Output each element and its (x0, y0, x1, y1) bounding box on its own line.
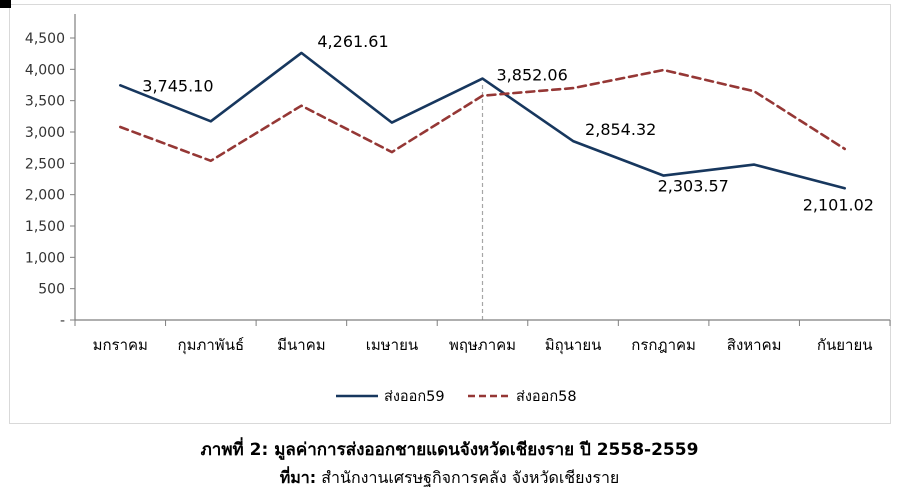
month-label: มีนาคม (277, 336, 326, 354)
legend-label: ส่งออก59 (384, 389, 445, 405)
month-label: กุมภาพันธ์ (178, 336, 245, 355)
chart-source: ที่มา: สำนักงานเศรษฐกิจการคลัง จังหวัดเช… (0, 466, 899, 491)
data-label: 2,303.57 (658, 177, 729, 196)
month-label: มกราคม (93, 336, 148, 354)
y-tick-label: 3,000 (25, 125, 65, 141)
data-label: 3,745.10 (142, 76, 213, 95)
data-label: 3,852.06 (497, 66, 568, 85)
month-label: มิถุนายน (545, 336, 602, 355)
export-line-chart: - 500 1,000 1,500 2,000 2,500 3,000 3,500 4,000 4… (9, 4, 891, 424)
corner-artifact (0, 0, 11, 8)
y-tick-label: 2,000 (25, 188, 65, 204)
chart-title: ภาพที่ 2: มูลค่าการส่งออกชายแดนจังหวัดเช… (200, 440, 699, 460)
y-tick-label: 4,000 (25, 62, 65, 78)
month-label: สิงหาคม (727, 336, 782, 354)
source-text: สำนักงานเศรษฐกิจการคลัง จังหวัดเชียงราย (321, 468, 620, 487)
data-label: 4,261.61 (317, 32, 388, 51)
series-line-export58 (119, 68, 847, 163)
series-line-export59 (119, 51, 847, 190)
month-label: กรกฎาคม (631, 336, 696, 354)
month-label: พฤษภาคม (449, 336, 516, 354)
chart-border (9, 4, 891, 424)
y-tick-label: 4,500 (25, 31, 65, 47)
legend-label: ส่งออก58 (516, 389, 577, 405)
data-label: 2,854.32 (585, 120, 656, 139)
y-tick-label: 3,500 (25, 94, 65, 110)
source-label: ที่มา: (279, 468, 317, 487)
y-tick-label: - (60, 313, 65, 329)
y-tick-label: 2,500 (25, 156, 65, 172)
y-tick-label: 1,000 (25, 250, 65, 266)
data-label: 2,101.02 (803, 195, 874, 214)
month-label: กันยายน (817, 336, 873, 354)
month-label: เมษายน (366, 336, 418, 354)
chart-caption: ภาพที่ 2: มูลค่าการส่งออกชายแดนจังหวัดเช… (0, 436, 899, 491)
y-tick-label: 500 (38, 282, 65, 298)
y-tick-label: 1,500 (25, 219, 65, 235)
